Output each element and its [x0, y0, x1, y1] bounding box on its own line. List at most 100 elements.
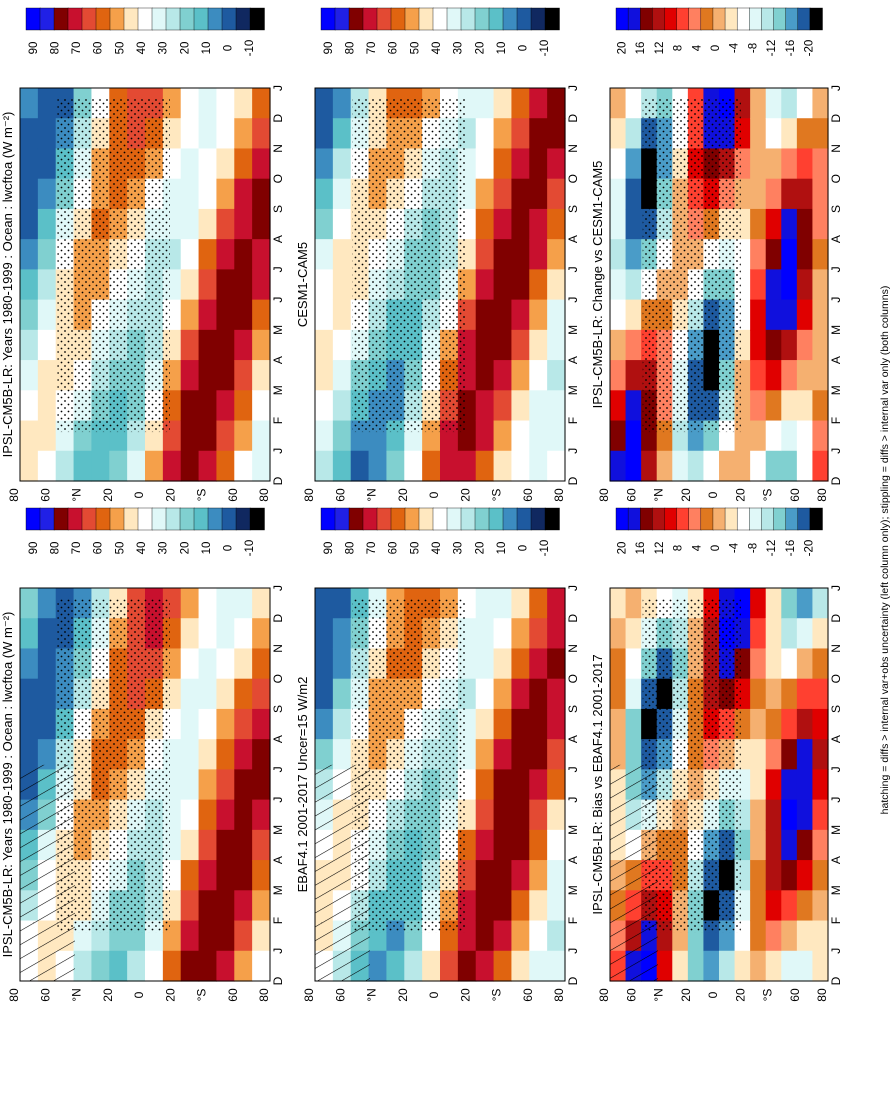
field-cell: [529, 420, 548, 452]
field-cell: [198, 799, 218, 831]
field-cell: [812, 708, 829, 740]
latitude-tick-label: 80: [815, 988, 829, 1002]
field-cell: [511, 148, 530, 180]
colorbar-swatch: [736, 507, 750, 531]
field-cell: [216, 299, 235, 331]
month-tick-label: O: [566, 674, 580, 683]
field-cell: [547, 829, 566, 861]
field-cell: [234, 860, 253, 891]
field-cell: [511, 178, 530, 210]
field-cell: [37, 360, 57, 391]
colorbar-swatch: [418, 507, 434, 531]
latitude-tick-label: 80: [552, 488, 566, 502]
month-tick-label: A: [271, 356, 285, 364]
field-cell: [625, 299, 642, 331]
field-cell: [529, 88, 548, 119]
colorbar-tick-label: 20: [474, 542, 486, 555]
month-tick-label: A: [271, 235, 285, 243]
latitude-tick-label: 20: [163, 988, 177, 1002]
latitude-tick-label: 20: [396, 488, 410, 502]
field-cell: [493, 299, 513, 331]
month-tick-label: M: [829, 325, 843, 335]
month-tick-label: O: [271, 174, 285, 183]
colorbar-tick-label: 80: [49, 542, 61, 555]
field-cell: [765, 799, 782, 831]
colorbar-tick-label: 30: [453, 542, 465, 555]
field-cell: [20, 239, 39, 270]
month-tick-label: M: [271, 325, 285, 335]
field-cell: [812, 950, 829, 982]
footnote: hatching = diffs > internal var+obs unce…: [879, 286, 891, 815]
field-cell: [719, 450, 736, 482]
panel-p3: D J F M A M J J A S O N D J 80 60 °N 20 0 20 °S 60 80 EBAF4.1 2…: [295, 507, 580, 1002]
field-cell: [315, 239, 334, 270]
field-cell: [625, 708, 642, 740]
field-cell: [672, 950, 689, 982]
colorbar-tick-label: -10: [539, 540, 551, 557]
field-cell: [216, 420, 235, 452]
colorbar-swatch: [221, 7, 237, 31]
latitude-tick-label: 60: [521, 988, 535, 1002]
stippling-overlay: [57, 98, 170, 433]
field-cell: [475, 860, 495, 891]
field-cell: [547, 950, 566, 982]
field-cell: [20, 178, 39, 210]
colorbar-swatch: [418, 7, 434, 31]
month-tick-label: M: [271, 885, 285, 895]
colorbar-tick-label: 90: [28, 542, 40, 555]
field-cell: [216, 360, 235, 391]
latitude-tick-label: 60: [333, 488, 347, 502]
colorbar-tick-label: 16: [635, 542, 647, 555]
field-cell: [315, 420, 334, 452]
month-tick-label: J: [829, 948, 843, 954]
colorbar-tick-label: 70: [366, 42, 378, 55]
month-tick-label: J: [829, 85, 843, 91]
field-cell: [315, 708, 334, 740]
colorbar-swatch: [235, 7, 251, 31]
colorbar-tick-label: 20: [179, 542, 191, 555]
colorbar-tick-label: 12: [654, 42, 666, 55]
colorbar-swatch: [446, 507, 462, 531]
field-cell: [20, 208, 39, 240]
field-cell: [475, 678, 495, 710]
colorbar: 90 80 70 60 50 40 30 20 10 0 -10: [25, 507, 265, 556]
month-tick-label: D: [271, 976, 285, 985]
colorbar-swatch: [390, 7, 406, 31]
colorbar-swatch: [460, 507, 476, 531]
field-cell: [198, 329, 218, 361]
month-tick-label: M: [829, 825, 843, 835]
field-cell: [37, 208, 57, 240]
colorbar-swatch: [797, 507, 811, 531]
field-cell: [475, 588, 495, 619]
field-cell: [234, 299, 253, 331]
field-cell: [547, 329, 566, 361]
field-cell: [796, 829, 814, 861]
field-cell: [493, 890, 513, 922]
colorbar-tick-label: 12: [654, 542, 666, 555]
latitude-axis: 80 60 °N 20 0 20 °S 60 80: [7, 988, 271, 1002]
field-cell: [198, 450, 218, 482]
field-cell: [529, 678, 548, 710]
field-cell: [332, 88, 352, 119]
month-tick-label: S: [829, 205, 843, 213]
field-cell: [511, 739, 530, 770]
colorbar-tick-label: 0: [518, 45, 530, 51]
field-cell: [198, 950, 218, 982]
latitude-tick-label: 80: [815, 488, 829, 502]
field-cell: [529, 390, 548, 422]
field-cell: [547, 920, 566, 952]
field-cell: [781, 299, 798, 331]
field-cell: [511, 860, 530, 891]
field-cell: [812, 239, 829, 270]
field-cell: [750, 178, 767, 210]
field-cell: [252, 708, 271, 740]
field-cell: [610, 739, 627, 770]
field-cell: [475, 739, 495, 770]
colorbar-swatch: [530, 507, 546, 531]
month-tick-label: D: [829, 614, 843, 623]
field-cell: [216, 118, 235, 150]
field-cell: [20, 708, 39, 740]
field-cell: [180, 148, 200, 180]
field-cell: [198, 148, 218, 180]
field-cell: [475, 118, 495, 150]
